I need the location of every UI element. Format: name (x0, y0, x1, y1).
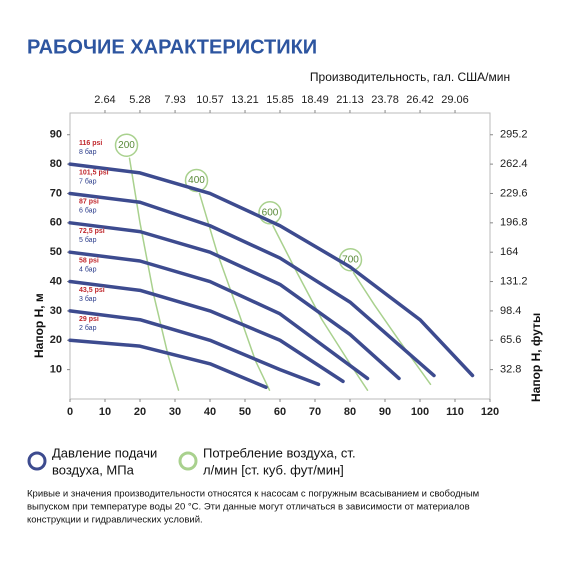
x2-tick-label: 26.42 (406, 94, 434, 106)
pressure-curve (68, 250, 370, 381)
footnote: конструкции и гидравлических условий. (27, 515, 203, 526)
legend-text: воздуха, МПа (52, 462, 135, 477)
y2-tick-label: 295.2 (500, 129, 528, 141)
y2-axis-label: Напор Н, футы (529, 313, 543, 402)
bar-label: 7 бар (79, 177, 97, 185)
pressure-curve (68, 279, 345, 384)
bar-label: 4 бар (79, 265, 97, 273)
y2-tick-label: 131.2 (500, 275, 528, 287)
x-tick-label: 110 (446, 406, 464, 418)
x-tick-label: 80 (344, 406, 356, 418)
y-tick-label: 10 (50, 364, 62, 376)
y2-tick-label: 32.8 (500, 364, 521, 376)
y-axis-label: Напор Н, м (32, 293, 46, 358)
x-tick-label: 30 (169, 406, 181, 418)
legend-text: Давление подачи (52, 445, 157, 460)
legend-text: л/мин [ст. куб. фут/мин] (203, 462, 344, 477)
x2-tick-label: 18.49 (301, 94, 329, 106)
x-tick-label: 0 (67, 406, 73, 418)
pressure-curve (68, 221, 401, 381)
legend-marker (178, 451, 198, 471)
psi-label: 29 psi (79, 316, 99, 323)
air-curve (272, 225, 369, 391)
pressure-curve (68, 338, 268, 390)
air-curve (198, 192, 271, 391)
psi-label: 116 psi (79, 140, 102, 147)
y2-tick-label: 98.4 (500, 305, 521, 317)
x2-tick-label: 2.64 (94, 94, 115, 106)
x2-tick-label: 23.78 (371, 94, 399, 106)
bar-label: 8 бар (79, 148, 97, 156)
x2-tick-label: 21.13 (336, 94, 364, 106)
y2-tick-label: 229.6 (500, 187, 528, 199)
x-tick-label: 60 (274, 406, 286, 418)
x-tick-label: 100 (411, 406, 429, 418)
legend-marker (27, 451, 47, 471)
psi-label: 43,5 psi (79, 287, 105, 294)
psi-label: 101,5 psi (79, 169, 109, 176)
x2-tick-label: 10.57 (196, 94, 224, 106)
y2-tick-label: 196.8 (500, 217, 528, 229)
bar-label: 6 бар (79, 207, 97, 215)
psi-label: 87 psi (79, 199, 99, 206)
pressure-curve (68, 191, 436, 378)
pressure-curve (68, 162, 475, 378)
y2-tick-label: 164 (500, 246, 518, 258)
chart-title: РАБОЧИЕ ХАРАКТЕРИСТИКИ (27, 36, 317, 58)
air-label: 600 (262, 207, 279, 218)
air-label: 700 (342, 254, 359, 265)
air-label-ring (184, 168, 209, 193)
y-tick-label: 70 (50, 187, 62, 199)
x-tick-label: 50 (239, 406, 251, 418)
plot-frame (69, 112, 491, 400)
x-tick-label: 70 (309, 406, 321, 418)
y-tick-label: 80 (50, 158, 62, 170)
y2-tick-label: 262.4 (500, 158, 528, 170)
x-tick-label: 20 (134, 406, 146, 418)
y-tick-label: 40 (50, 275, 62, 287)
y-tick-label: 50 (50, 246, 62, 258)
x2-tick-label: 15.85 (266, 94, 294, 106)
x-tick-label: 40 (204, 406, 216, 418)
bar-label: 2 бар (79, 324, 97, 332)
air-label: 200 (118, 140, 135, 151)
psi-label: 58 psi (79, 257, 99, 264)
x2-tick-label: 5.28 (129, 94, 150, 106)
footnote: Кривые и значения производительности отн… (27, 489, 479, 500)
y-tick-label: 20 (50, 334, 62, 346)
footnote: выпуском при температуре воды 20 °С. Эти… (27, 502, 470, 513)
y2-tick-label: 65.6 (500, 334, 521, 346)
x-tick-label: 10 (99, 406, 111, 418)
air-label: 400 (188, 175, 205, 186)
air-label-ring (114, 133, 139, 157)
y-tick-label: 30 (50, 305, 62, 317)
y-tick-label: 60 (50, 217, 62, 229)
legend-text: Потребление воздуха, ст. (203, 445, 356, 460)
bar-label: 5 бар (79, 236, 97, 244)
air-curve (352, 271, 432, 386)
x2-tick-label: 29.06 (441, 94, 469, 106)
x-tick-label: 90 (379, 406, 391, 418)
psi-label: 72,5 psi (79, 228, 105, 235)
bar-label: 3 бар (79, 295, 97, 303)
x-tick-label: 120 (481, 406, 499, 418)
x2-axis-label: Производительность, гал. США/мин (310, 70, 510, 84)
x2-tick-label: 7.93 (164, 94, 185, 106)
x2-tick-label: 13.21 (231, 94, 259, 106)
pressure-curve (68, 309, 321, 387)
y-tick-label: 90 (50, 129, 62, 141)
